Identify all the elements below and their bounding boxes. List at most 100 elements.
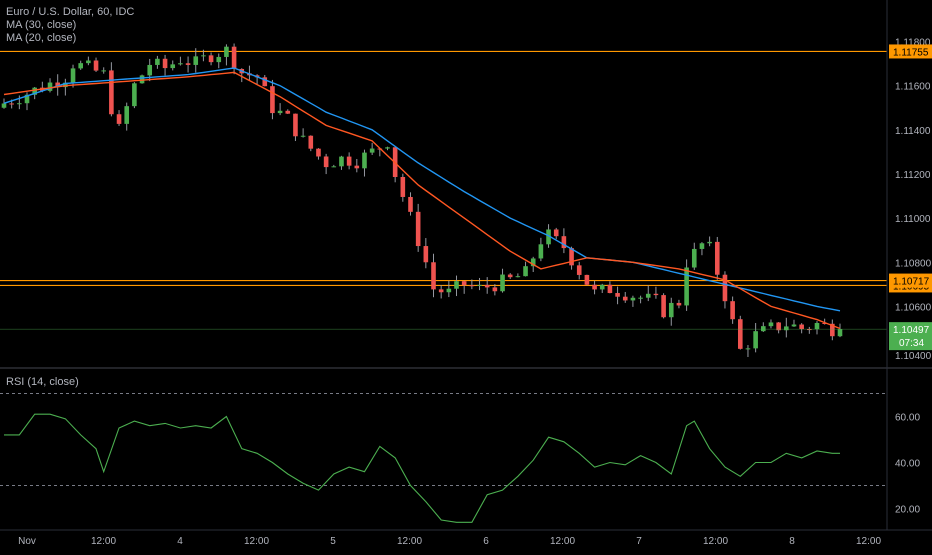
candle-body — [714, 241, 720, 275]
candle-body — [737, 319, 743, 349]
time-tick-label: 5 — [330, 536, 336, 547]
candle — [162, 54, 168, 76]
candle — [139, 74, 145, 84]
candle — [446, 280, 452, 298]
time-tick-label: 7 — [636, 536, 642, 547]
candle-body — [699, 243, 705, 249]
time-tick-label: 12:00 — [397, 536, 422, 547]
candle-body — [791, 324, 797, 327]
candle — [270, 79, 275, 120]
candle — [707, 236, 712, 247]
price-tick-label: 1.11800 — [895, 38, 931, 49]
candle-body — [684, 267, 689, 306]
candle — [285, 109, 291, 115]
candle — [615, 286, 620, 305]
legend: Euro / U.S. Dollar, 60, IDC MA (30, clos… — [6, 6, 134, 45]
candle-body — [185, 63, 191, 65]
candle-body — [277, 110, 283, 114]
candle — [569, 246, 574, 270]
ma20-legend[interactable]: MA (20, close) — [6, 32, 77, 44]
candle-body — [814, 322, 820, 330]
candle-body — [722, 274, 728, 302]
candle — [684, 259, 689, 311]
countdown-label: 07:34 — [899, 338, 924, 349]
candle-body — [761, 326, 766, 332]
candle — [400, 173, 406, 202]
time-tick-label: 12:00 — [550, 536, 575, 547]
candle — [492, 284, 498, 296]
candle — [170, 60, 176, 71]
candle-body — [270, 86, 275, 114]
candle-body — [438, 289, 444, 293]
candle — [791, 319, 797, 327]
candle — [155, 55, 160, 69]
candle — [385, 146, 390, 151]
candle — [369, 142, 375, 155]
candle-body — [55, 82, 60, 88]
candle-body — [546, 229, 551, 245]
candle — [224, 44, 229, 66]
candle — [316, 148, 321, 160]
candle — [193, 48, 199, 73]
time-tick-label: 12:00 — [703, 536, 728, 547]
candle-body — [645, 293, 651, 298]
candle — [699, 242, 705, 256]
candle — [469, 279, 475, 290]
candle-body — [446, 288, 452, 293]
rsi-tick-label: 60.00 — [895, 413, 920, 424]
level-price-label: 1.11755 — [893, 47, 929, 58]
candle-body — [807, 329, 812, 331]
candle — [70, 64, 76, 88]
candle-body — [369, 148, 375, 153]
candle-body — [17, 103, 22, 105]
candle — [331, 164, 337, 168]
partial-price-label: 1.10400 — [895, 351, 932, 362]
candle — [507, 273, 513, 279]
rsi-legend[interactable]: RSI (14, close) — [6, 376, 79, 388]
candle-body — [132, 83, 137, 107]
candle-body — [822, 322, 827, 324]
rsi-line — [4, 413, 840, 523]
candle — [622, 291, 628, 303]
candle — [722, 271, 728, 309]
candle-body — [507, 274, 513, 278]
candle — [676, 299, 682, 309]
candle — [63, 78, 68, 96]
candle-body — [331, 166, 337, 168]
candle — [47, 78, 53, 93]
candle-body — [830, 323, 835, 337]
candle-body — [484, 284, 490, 288]
time-tick-label: 4 — [177, 536, 183, 547]
candle-body — [515, 276, 521, 278]
candle-body — [569, 248, 574, 266]
symbol-title[interactable]: Euro / U.S. Dollar, 60, IDC — [6, 6, 135, 18]
candle-body — [316, 148, 321, 157]
candle — [515, 273, 521, 278]
candle — [645, 285, 651, 302]
candle-body — [745, 348, 751, 350]
candle-body — [193, 56, 199, 65]
price-tick-label: 1.10600 — [895, 302, 932, 313]
candle-body — [730, 301, 735, 320]
candle — [691, 242, 697, 270]
candle — [814, 321, 820, 335]
ma30-legend[interactable]: MA (30, close) — [6, 19, 77, 31]
candle — [362, 149, 367, 177]
price-tick-label: 1.11200 — [895, 170, 931, 181]
candle-body — [837, 329, 843, 337]
candle-body — [339, 156, 344, 167]
candle — [124, 102, 130, 131]
candle-body — [423, 246, 429, 263]
rsi-tick-label: 20.00 — [895, 505, 920, 516]
candle-body — [530, 258, 536, 267]
candle — [477, 277, 482, 291]
candle — [807, 326, 812, 334]
candle — [799, 323, 804, 334]
candle — [423, 238, 429, 269]
candle — [323, 153, 329, 175]
candle-body — [362, 152, 367, 169]
candle-body — [86, 60, 91, 64]
candle-body — [109, 70, 114, 115]
